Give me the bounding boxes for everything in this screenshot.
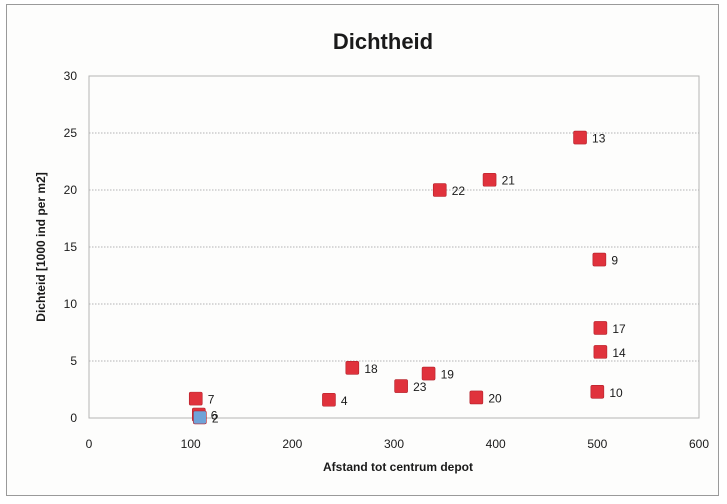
data-point (345, 361, 360, 375)
chart-title: Dichtheid (333, 29, 433, 54)
data-point (469, 390, 484, 405)
data-label: 14 (612, 346, 626, 360)
grid-lines (89, 75, 699, 362)
data-point (590, 384, 605, 399)
y-tick-label: 0 (70, 411, 77, 425)
data-point (193, 410, 207, 425)
y-tick-label: 15 (64, 240, 78, 254)
data-label: 19 (441, 368, 455, 382)
x-tick-label: 300 (384, 437, 404, 451)
data-label: 18 (364, 362, 378, 376)
data-point (188, 391, 203, 406)
data-label: 20 (488, 391, 502, 405)
x-tick-label: 0 (86, 437, 93, 451)
x-tick-label: 600 (689, 437, 709, 451)
data-label: 21 (502, 174, 516, 188)
data-label: 13 (592, 132, 606, 146)
y-tick-label: 30 (64, 69, 78, 83)
data-label: 2 (212, 411, 219, 425)
y-axis-ticks: 0 5 10 15 20 25 30 (64, 69, 78, 425)
data-point (593, 345, 608, 359)
data-point (394, 379, 408, 393)
data-point (421, 366, 436, 381)
chart-frame: Dichtheid 0 5 10 15 20 25 30 0 100 200 300 400 500 6… (6, 4, 719, 496)
data-label: 7 (208, 393, 215, 407)
y-tick-label: 10 (64, 297, 78, 311)
data-point (482, 172, 497, 187)
data-point (592, 252, 607, 267)
y-tick-label: 5 (70, 354, 77, 368)
x-tick-label: 400 (486, 437, 506, 451)
data-label: 6 (211, 409, 218, 423)
data-points: 13 21 22 9 17 14 18 19 23 10 20 4 7 62 (188, 130, 626, 425)
data-point (322, 392, 336, 407)
data-point (432, 183, 447, 197)
x-axis-label: Afstand tot centrum depot (323, 460, 473, 474)
plot-area (88, 75, 700, 419)
data-label: 10 (609, 386, 623, 400)
y-tick-label: 25 (64, 126, 78, 140)
x-axis-ticks: 0 100 200 300 400 500 600 (86, 437, 710, 451)
y-axis-label: Dichteid [1000 ind per m2] (34, 172, 48, 321)
y-tick-label: 20 (64, 183, 78, 197)
data-label: 9 (611, 254, 618, 268)
data-label: 17 (612, 322, 626, 336)
data-label: 22 (452, 184, 466, 198)
x-tick-label: 200 (282, 437, 302, 451)
data-label: 23 (413, 380, 427, 394)
x-tick-label: 500 (587, 437, 607, 451)
data-point (593, 321, 608, 335)
scatter-chart: Dichtheid 0 5 10 15 20 25 30 0 100 200 300 400 500 6… (34, 29, 710, 474)
x-tick-label: 100 (181, 437, 201, 451)
data-label: 4 (341, 394, 348, 408)
data-point (573, 130, 587, 145)
